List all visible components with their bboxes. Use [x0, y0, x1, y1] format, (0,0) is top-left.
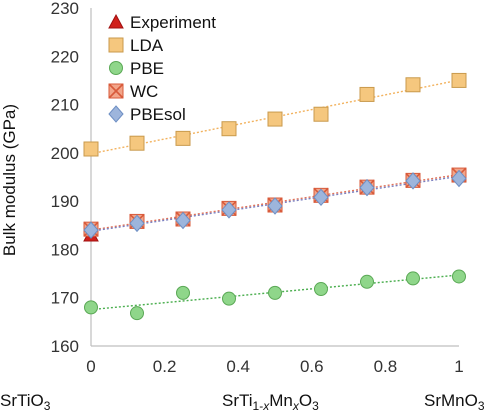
x-tick-label: 0.4	[226, 357, 250, 376]
y-tick-label: 190	[51, 192, 79, 211]
point-pbesol	[359, 178, 375, 197]
legend-label-lda: LDA	[130, 36, 164, 55]
category-label-srti1-xmnxo3: SrTi1-xMnxO3	[222, 391, 319, 412]
point-pbesol	[83, 221, 99, 239]
y-tick-label: 170	[51, 289, 79, 308]
y-tick-label: 160	[51, 337, 79, 356]
x-tick-label: 0.8	[374, 357, 398, 376]
point-pbesol	[451, 169, 467, 188]
point-pbesol	[221, 201, 237, 219]
x-tick-label: 1	[454, 357, 463, 376]
point-pbe	[314, 282, 328, 297]
point-pbesol	[313, 188, 329, 207]
trendline-lda	[90, 79, 460, 155]
point-lda	[175, 130, 191, 146]
series-lda	[83, 72, 467, 157]
point-lda	[267, 111, 283, 127]
plot-axes	[90, 8, 459, 347]
tick-labels: 160 170 180 190 200 210 220 230 0 0.2 0.4 0.6 0.8 1	[51, 0, 464, 376]
legend-label-pbe: PBE	[130, 59, 164, 78]
point-lda	[313, 106, 329, 122]
y-tick-label: 180	[51, 240, 79, 259]
point-pbesol	[267, 197, 283, 215]
point-pbesol	[175, 211, 191, 230]
point-pbe	[222, 291, 236, 306]
point-pbe	[360, 274, 374, 289]
legend-marker-lda	[108, 37, 124, 53]
category-label-srtio3: SrTiO3	[0, 391, 51, 412]
point-lda	[359, 86, 375, 102]
point-pbe	[84, 300, 98, 315]
legend-marker-pbesol	[108, 105, 124, 123]
legend-marker-pbe	[109, 61, 123, 75]
point-lda	[451, 72, 467, 88]
data-markers	[83, 72, 467, 321]
y-tick-label: 230	[51, 0, 79, 18]
marker-cross	[108, 83, 124, 99]
point-pbe	[176, 285, 190, 300]
point-lda	[129, 135, 145, 151]
point-pbe	[268, 285, 282, 300]
point-lda	[83, 141, 99, 157]
legend-label-pbesol: PBEsol	[130, 105, 186, 124]
x-tick-label: 0.6	[300, 357, 324, 376]
x-tick-label: 0	[86, 357, 95, 376]
y-tick-label: 210	[51, 96, 79, 115]
legend-label-experiment: Experiment	[130, 13, 216, 32]
point-lda	[221, 121, 237, 137]
series-pbesol	[83, 169, 467, 239]
point-pbe	[130, 306, 144, 321]
y-tick-label: 220	[51, 47, 79, 66]
legend-label-wc: WC	[130, 82, 158, 101]
point-pbe	[452, 269, 466, 284]
legend-marker-experiment	[108, 13, 124, 29]
x-tick-label: 0.2	[153, 357, 177, 376]
legend-marker-wc	[108, 83, 124, 99]
point-pbe	[406, 271, 420, 286]
point-lda	[405, 77, 421, 93]
series-pbe	[84, 269, 466, 321]
y-tick-label: 200	[51, 144, 79, 163]
y-axis-title: Bulk modulus (GPa)	[0, 104, 19, 256]
point-pbesol	[129, 214, 145, 233]
legend: Experiment LDA PBE WC PBEsol	[108, 13, 216, 124]
point-pbesol	[405, 172, 421, 190]
category-label-srmno3: SrMnO3	[424, 391, 485, 412]
